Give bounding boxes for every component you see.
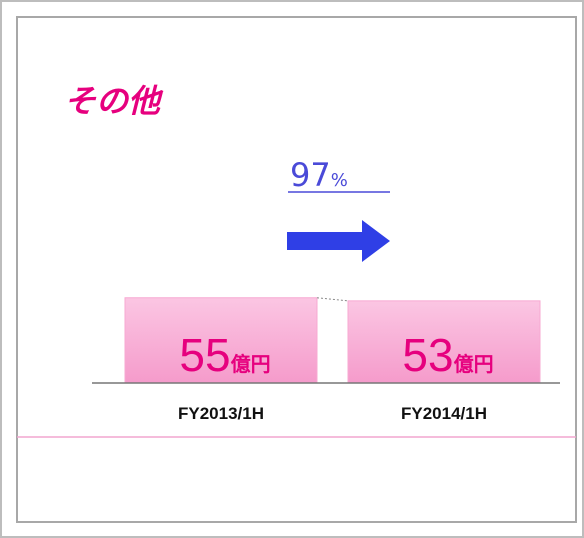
bar [347, 300, 541, 384]
bar [124, 297, 318, 384]
x-tick-label: FY2014/1H [401, 404, 487, 423]
value-label: 53億円 [402, 329, 493, 381]
value-number: 55 [179, 329, 230, 381]
value-label: 55億円 [179, 329, 270, 381]
connector [316, 297, 349, 302]
ratio-value: 97 [290, 156, 331, 194]
x-tick-label: FY2013/1H [178, 404, 264, 423]
inner-frame [16, 16, 577, 523]
arrow [287, 220, 390, 262]
value-unit: 億円 [454, 352, 494, 376]
chart-title: その他 [64, 82, 164, 120]
ratio: 97% [290, 156, 348, 194]
value-unit: 億円 [231, 352, 271, 376]
value-number: 53 [402, 329, 453, 381]
ratio-unit: % [331, 170, 348, 191]
